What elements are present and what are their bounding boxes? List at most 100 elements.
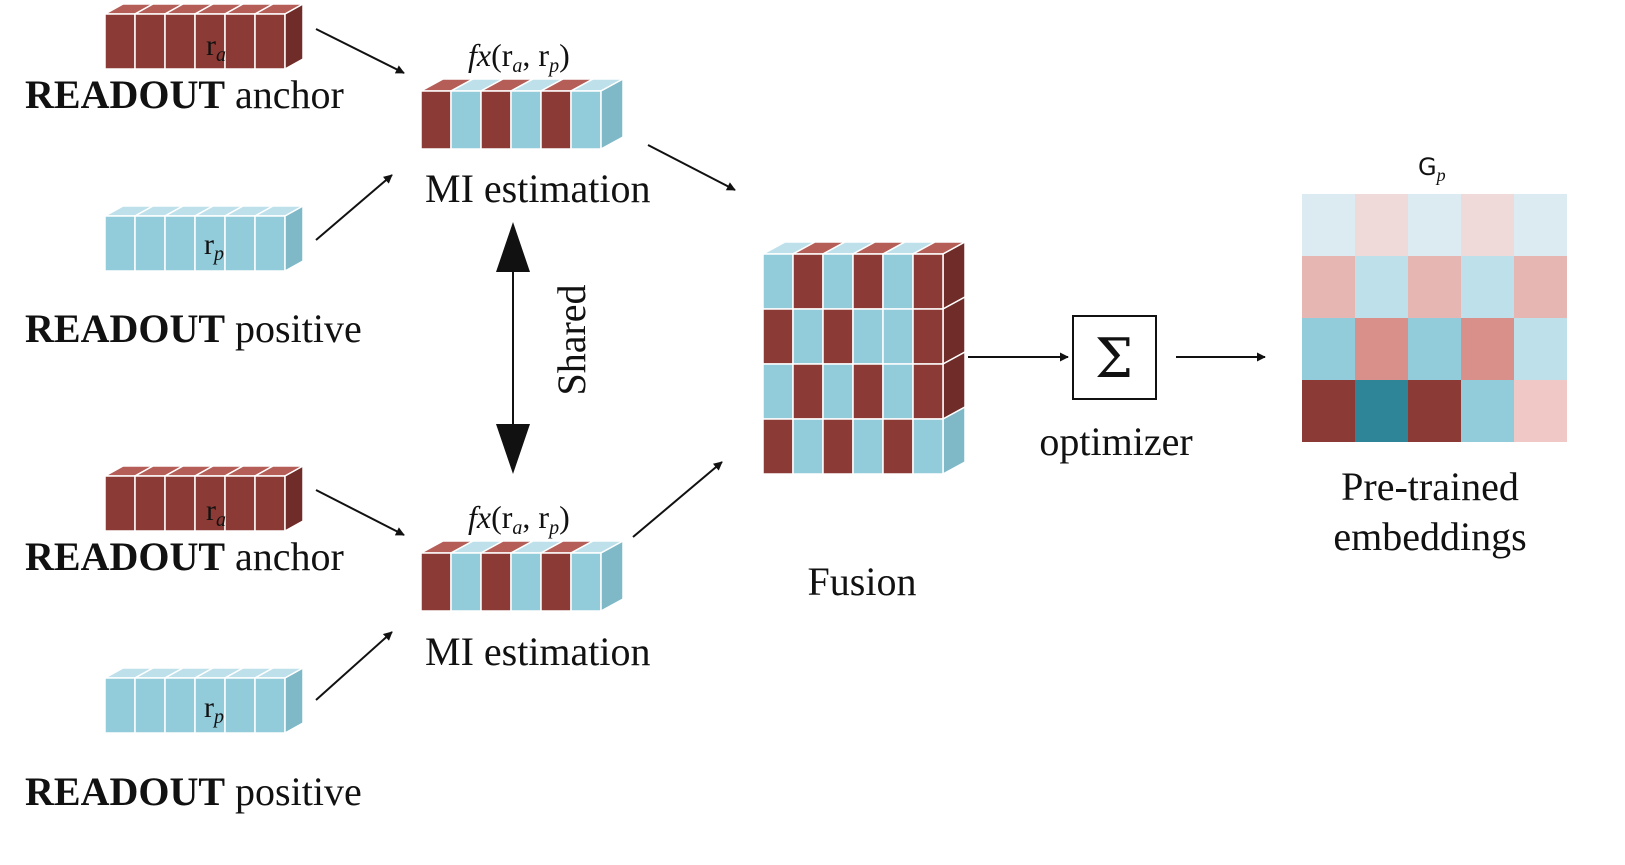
fusion-cell	[762, 253, 794, 310]
fusion-cell	[882, 253, 914, 310]
readout-positive-label-top: READOUT positive	[25, 306, 362, 351]
mi-bar-cell	[510, 552, 542, 612]
mi-bar-cell	[450, 552, 482, 612]
positive-bar-cell	[224, 215, 256, 272]
anchor-bar-cell	[104, 13, 136, 70]
fusion-cell	[882, 363, 914, 420]
fusion-cell	[822, 363, 854, 420]
positive-bar-side	[284, 666, 304, 735]
mi-bar-cell	[480, 90, 512, 150]
mi-bar-cell	[570, 552, 602, 612]
fusion-cell	[762, 363, 794, 420]
fusion-cell	[852, 418, 884, 475]
anchor-bar-cell	[104, 475, 136, 532]
readout-anchor-bar-top	[102, 2, 306, 71]
summation-box	[1072, 315, 1157, 400]
arrow-positive-to-mi-bottom	[315, 631, 393, 701]
anchor-bar-cell	[254, 13, 286, 70]
arrow-mi-bottom-to-fusion	[632, 461, 723, 538]
mi-bar-cell	[420, 90, 452, 150]
sigma-icon: Σ	[1095, 327, 1133, 390]
optimizer-label: optimizer	[1039, 419, 1192, 464]
fx-function-label-bottom: fx(ra, rp)	[468, 499, 570, 539]
heatmap-cell	[1461, 256, 1514, 318]
fusion-cell	[822, 253, 854, 310]
anchor-bar-cell	[224, 475, 256, 532]
mi-bar-side	[600, 539, 624, 613]
r-anchor-label-top: ra	[206, 29, 226, 66]
heatmap-cell	[1408, 318, 1461, 380]
heatmap-cell	[1355, 194, 1408, 256]
fusion-cell	[822, 308, 854, 365]
pretrained-embeddings-heatmap	[1302, 194, 1567, 442]
mi-bar-cell	[510, 90, 542, 150]
fx-function-label-top: fx(ra, rp)	[468, 37, 570, 77]
fusion-cell	[852, 308, 884, 365]
heatmap-cell	[1461, 194, 1514, 256]
anchor-bar-cell	[194, 475, 226, 532]
anchor-bar-cell	[224, 13, 256, 70]
fusion-cell	[792, 418, 824, 475]
readout-anchor-label-bottom: READOUT anchor	[25, 534, 344, 579]
r-positive-label-bottom: rp	[204, 691, 224, 728]
heatmap-cell	[1355, 380, 1408, 442]
arrow-positive-to-mi-top	[315, 174, 393, 241]
positive-bar-side	[284, 204, 304, 273]
shared-double-arrow	[496, 222, 530, 474]
heatmap-cell	[1514, 256, 1567, 318]
anchor-bar-cell	[164, 13, 196, 70]
fusion-cell	[762, 418, 794, 475]
fusion-cell	[912, 253, 944, 310]
heatmap-cell	[1355, 256, 1408, 318]
pretrained-label-line2: embeddings	[1333, 514, 1526, 559]
mi-estimation-bar-top	[420, 77, 624, 151]
fusion-cell	[762, 308, 794, 365]
pretrained-label-line1: Pre-trained	[1341, 464, 1519, 509]
positive-bar-cell	[104, 215, 136, 272]
heatmap-cell	[1302, 380, 1355, 442]
positive-bar-cell	[164, 215, 196, 272]
positive-bar-cell	[254, 215, 286, 272]
anchor-bar-cell	[254, 475, 286, 532]
readout-positive-label-bottom: READOUT positive	[25, 769, 362, 814]
mi-bar-cell	[420, 552, 452, 612]
positive-bar-cell	[164, 677, 196, 734]
readout-positive-bar-bottom	[102, 666, 306, 735]
mi-estimation-label-bottom: MI estimation	[425, 629, 651, 674]
r-positive-label-top: rp	[204, 228, 224, 265]
positive-bar-cell	[134, 215, 166, 272]
heatmap-cell	[1461, 318, 1514, 380]
fusion-cell	[792, 308, 824, 365]
r-anchor-label-bottom: ra	[206, 494, 226, 531]
shared-label: Shared	[549, 284, 594, 395]
anchor-bar-side	[284, 2, 304, 71]
fusion-cell	[852, 363, 884, 420]
fusion-cell	[852, 253, 884, 310]
heatmap-cell	[1302, 256, 1355, 318]
fusion-cell	[912, 308, 944, 365]
mi-bar-side	[600, 77, 624, 151]
fusion-cell	[882, 418, 914, 475]
readout-anchor-bar-bottom	[102, 464, 306, 533]
readout-anchor-label-top: READOUT anchor	[25, 72, 344, 117]
heatmap-cell	[1514, 318, 1567, 380]
fusion-cell	[822, 418, 854, 475]
fusion-cell	[912, 418, 944, 475]
anchor-bar-side	[284, 464, 304, 533]
mi-bar-cell	[540, 552, 572, 612]
positive-bar-cell	[254, 677, 286, 734]
fusion-cell	[882, 308, 914, 365]
mi-estimation-bar-bottom	[420, 539, 624, 613]
arrow-anchor-to-mi-bottom	[315, 489, 405, 536]
mi-bar-cell	[570, 90, 602, 150]
mi-bar-cell	[480, 552, 512, 612]
arrow-mi-top-to-fusion	[647, 144, 736, 191]
heatmap-cell	[1461, 380, 1514, 442]
heatmap-cell	[1514, 194, 1567, 256]
anchor-bar-cell	[194, 13, 226, 70]
mi-bar-cell	[450, 90, 482, 150]
heatmap-cell	[1408, 256, 1461, 318]
readout-positive-bar-top	[102, 204, 306, 273]
gp-label: Gp	[1418, 153, 1446, 185]
